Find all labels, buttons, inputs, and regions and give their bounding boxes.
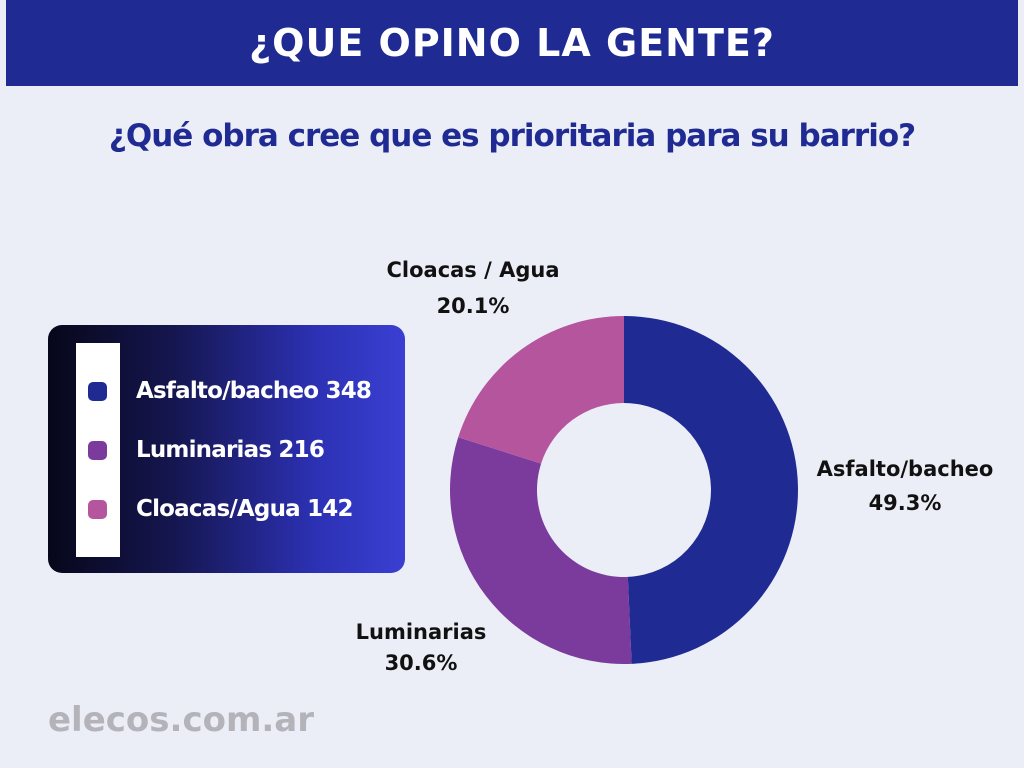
slice-percent-label: 20.1%	[437, 294, 510, 318]
legend-swatch	[88, 440, 107, 460]
slice-luminarias	[450, 437, 632, 664]
legend-item-luminarias: Luminarias 216	[88, 430, 325, 470]
slice-percent-label: 30.6%	[385, 651, 458, 675]
legend-label: Asfalto/bacheo 348	[136, 378, 372, 404]
survey-question: ¿Qué obra cree que es prioritaria para s…	[108, 118, 916, 154]
slice-percent-label: 49.3%	[869, 491, 942, 515]
footer-site: elecos.com.ar	[48, 700, 315, 740]
header-banner: ¿QUE OPINO LA GENTE?	[6, 0, 1018, 86]
legend-label: Luminarias 216	[136, 437, 325, 463]
legend-swatch	[88, 499, 107, 519]
slice-label: Asfalto/bacheo	[817, 457, 994, 481]
legend-swatch	[88, 381, 107, 401]
chart-legend: Asfalto/bacheo 348 Luminarias 216 Cloaca…	[48, 325, 405, 573]
slice-label: Luminarias	[356, 620, 487, 644]
slice-asfalto	[624, 316, 798, 664]
slice-label: Cloacas / Agua	[386, 258, 559, 282]
legend-item-cloacas: Cloacas/Agua 142	[88, 489, 354, 529]
legend-label: Cloacas/Agua 142	[136, 496, 354, 522]
legend-item-asfalto: Asfalto/bacheo 348	[88, 371, 372, 411]
slice-cloacas	[458, 316, 624, 464]
page-title: ¿QUE OPINO LA GENTE?	[249, 21, 775, 65]
